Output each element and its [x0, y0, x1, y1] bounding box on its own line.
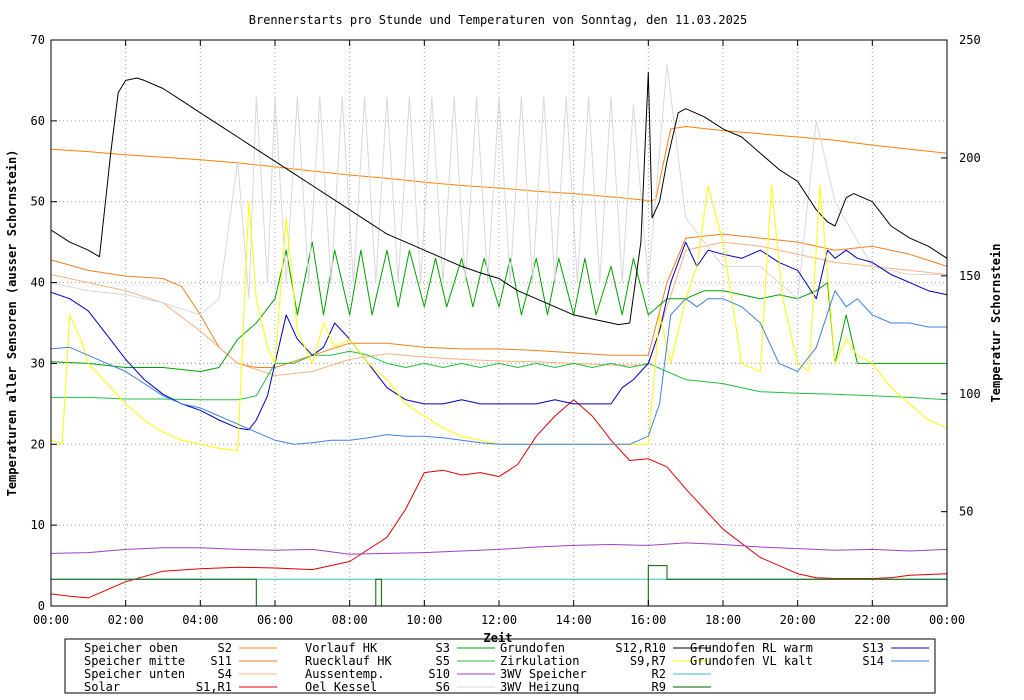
x-axis-ticks: 00:00 02:00 04:00 06:00 08:00 10:00 12:00 14:00…: [33, 40, 965, 627]
y2-tick-label: 50: [959, 505, 973, 519]
y-tick-label: 60: [31, 114, 45, 128]
x-tick-label: 16:00: [630, 613, 666, 627]
legend-sensor: S12,R10: [615, 641, 666, 655]
y-tick-label: 50: [31, 195, 45, 209]
legend-sensor: S13: [862, 641, 884, 655]
legend-label: Speicher mitte: [84, 654, 185, 668]
legend-label: Solar: [84, 680, 120, 694]
y2-axis-label: Temperatur Schornstein: [989, 244, 1003, 403]
series-line: [50, 290, 947, 445]
x-tick-label: 02:00: [108, 613, 144, 627]
x-tick-label: 18:00: [705, 613, 741, 627]
legend-sensor: S11: [210, 654, 232, 668]
series-line: [51, 350, 948, 401]
x-axis-label: Zeit: [484, 631, 513, 645]
y2-tick-label: 150: [959, 269, 981, 283]
y2-tick-label: 100: [959, 387, 981, 401]
legend-label: Grundofen RL warm: [690, 641, 813, 655]
legend-sensor: S2: [218, 641, 232, 655]
legend-sensor: R9: [652, 680, 666, 694]
legend-sensor: S6: [436, 680, 450, 694]
series-line: [50, 185, 948, 452]
y-tick-label: 40: [31, 276, 45, 290]
legend-sensor: S3: [436, 641, 450, 655]
x-tick-label: 14:00: [556, 613, 592, 627]
series-line: [50, 399, 948, 599]
x-tick-label: 00:00: [33, 613, 69, 627]
series-line: [50, 233, 948, 368]
x-tick-label: 08:00: [332, 613, 368, 627]
series-line: [51, 565, 947, 607]
legend-label: 3WV Speicher: [500, 667, 587, 681]
x-tick-label: 00:00: [929, 613, 965, 627]
series-line: [50, 63, 947, 316]
chart-title: Brennerstarts pro Stunde und Temperature…: [249, 13, 748, 27]
series-line: [50, 71, 948, 326]
legend-sensor: S9,R7: [630, 654, 666, 668]
series-line: [50, 542, 948, 555]
legend-sensor: S14: [862, 654, 884, 668]
y-tick-label: 0: [38, 599, 45, 613]
y-tick-label: 20: [31, 437, 45, 451]
y-axis-ticks: 0 10 20 30 40 50 60 70: [31, 33, 57, 613]
y-axis-label: Temperaturen aller Sensoren (ausser Scho…: [5, 150, 19, 497]
legend-sensor: S1,R1: [196, 680, 232, 694]
legend-label: Zirkulation: [500, 654, 579, 668]
legend-label: Grundofen VL kalt: [690, 654, 813, 668]
chart-series: [50, 63, 948, 607]
y2-axis-ticks: 50 100 150 200 250: [941, 33, 981, 519]
x-tick-label: 12:00: [481, 613, 517, 627]
legend-label: 3WV Heizung: [500, 680, 579, 694]
y2-tick-label: 200: [959, 151, 981, 165]
chart-grid: [51, 40, 947, 606]
legend-label: Grundofen: [500, 641, 565, 655]
legend-sensor: S10: [428, 667, 450, 681]
legend-label: Ruecklauf HK: [305, 654, 392, 668]
legend-label: Speicher oben: [84, 641, 178, 655]
series-line: [50, 241, 948, 377]
x-tick-label: 22:00: [854, 613, 890, 627]
x-tick-label: 20:00: [780, 613, 816, 627]
legend-label: Vorlauf HK: [305, 641, 378, 655]
series-line: [50, 126, 948, 203]
legend: Speicher oben S2 Vorlauf HK S3 Grundofen S12,…: [64, 638, 936, 694]
legend-label: Oel Kessel: [305, 680, 377, 694]
x-tick-label: 10:00: [406, 613, 442, 627]
series-line: [50, 241, 947, 372]
x-tick-label: 04:00: [182, 613, 218, 627]
y-tick-label: 30: [31, 356, 45, 370]
y-tick-label: 70: [31, 33, 45, 47]
x-tick-label: 06:00: [257, 613, 293, 627]
legend-box: [64, 638, 936, 694]
legend-sensor: R2: [652, 667, 666, 681]
legend-label: Aussentemp.: [305, 667, 384, 681]
y2-tick-label: 250: [959, 33, 981, 47]
series-line: [50, 241, 948, 431]
legend-sensor: S4: [218, 667, 232, 681]
legend-sensor: S5: [436, 654, 450, 668]
y-tick-label: 10: [31, 518, 45, 532]
legend-label: Speicher unten: [84, 667, 185, 681]
